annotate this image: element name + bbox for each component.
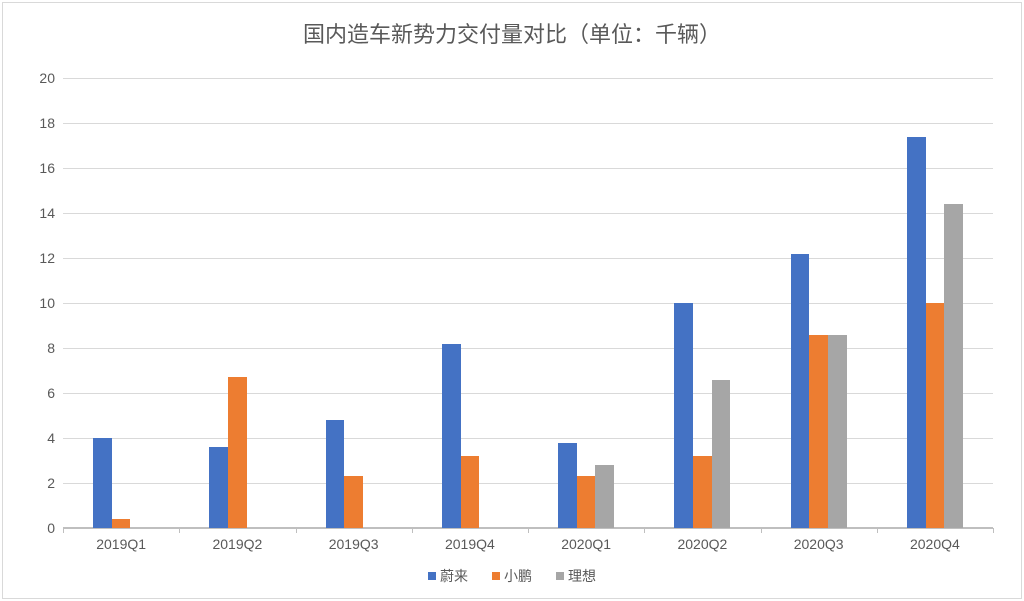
x-tick bbox=[528, 528, 529, 533]
y-tick-label: 14 bbox=[39, 205, 63, 221]
bar bbox=[712, 380, 731, 529]
chart-title: 国内造车新势力交付量对比（单位：千辆） bbox=[3, 3, 1021, 59]
y-tick-label: 10 bbox=[39, 295, 63, 311]
bar bbox=[791, 254, 810, 529]
legend-label: 理想 bbox=[568, 566, 596, 586]
y-tick-label: 16 bbox=[39, 160, 63, 176]
grid-line bbox=[63, 258, 993, 259]
grid-line bbox=[63, 393, 993, 394]
bar bbox=[926, 303, 945, 528]
legend-label: 小鹏 bbox=[504, 566, 532, 586]
x-category-label: 2020Q4 bbox=[910, 528, 960, 552]
x-tick bbox=[877, 528, 878, 533]
grid-line bbox=[63, 483, 993, 484]
y-tick-label: 12 bbox=[39, 250, 63, 266]
x-category-label: 2020Q1 bbox=[561, 528, 611, 552]
x-category-label: 2019Q3 bbox=[329, 528, 379, 552]
y-tick-label: 8 bbox=[47, 340, 63, 356]
x-tick bbox=[63, 528, 64, 533]
grid-line bbox=[63, 303, 993, 304]
x-category-label: 2019Q2 bbox=[212, 528, 262, 552]
x-category-label: 2020Q3 bbox=[794, 528, 844, 552]
legend-swatch bbox=[492, 572, 500, 580]
x-tick bbox=[179, 528, 180, 533]
x-category-label: 2019Q1 bbox=[96, 528, 146, 552]
bar bbox=[674, 303, 693, 528]
y-tick-label: 2 bbox=[47, 475, 63, 491]
bar bbox=[907, 137, 926, 529]
legend-swatch bbox=[428, 572, 436, 580]
x-category-label: 2020Q2 bbox=[677, 528, 727, 552]
bar bbox=[461, 456, 480, 528]
bar bbox=[558, 443, 577, 529]
bar bbox=[577, 476, 596, 528]
y-tick-label: 18 bbox=[39, 115, 63, 131]
bar bbox=[828, 335, 847, 529]
grid-line bbox=[63, 168, 993, 169]
x-tick bbox=[993, 528, 994, 533]
x-category-label: 2019Q4 bbox=[445, 528, 495, 552]
legend-label: 蔚来 bbox=[440, 566, 468, 586]
y-tick-label: 6 bbox=[47, 385, 63, 401]
legend-item: 小鹏 bbox=[492, 566, 532, 586]
grid-line bbox=[63, 213, 993, 214]
bar bbox=[344, 476, 363, 528]
x-tick bbox=[412, 528, 413, 533]
grid-line bbox=[63, 78, 993, 79]
legend-item: 理想 bbox=[556, 566, 596, 586]
grid-line bbox=[63, 348, 993, 349]
bar bbox=[112, 519, 131, 528]
bar bbox=[93, 438, 112, 528]
plot-area: 024681012141618202019Q12019Q22019Q32019Q… bbox=[63, 78, 993, 528]
legend: 蔚来 小鹏 理想 bbox=[3, 566, 1021, 586]
bar bbox=[809, 335, 828, 529]
x-tick bbox=[296, 528, 297, 533]
bar bbox=[595, 465, 614, 528]
grid-line bbox=[63, 438, 993, 439]
bar bbox=[944, 204, 963, 528]
y-tick-label: 0 bbox=[47, 520, 63, 536]
y-tick-label: 20 bbox=[39, 70, 63, 86]
y-tick-label: 4 bbox=[47, 430, 63, 446]
legend-item: 蔚来 bbox=[428, 566, 468, 586]
bar bbox=[326, 420, 345, 528]
bar bbox=[442, 344, 461, 529]
bar bbox=[228, 377, 247, 528]
grid-line bbox=[63, 123, 993, 124]
chart-container: 国内造车新势力交付量对比（单位：千辆） 02468101214161820201… bbox=[2, 2, 1022, 599]
legend-swatch bbox=[556, 572, 564, 580]
bar bbox=[693, 456, 712, 528]
x-tick bbox=[644, 528, 645, 533]
x-tick bbox=[761, 528, 762, 533]
bar bbox=[209, 447, 228, 528]
